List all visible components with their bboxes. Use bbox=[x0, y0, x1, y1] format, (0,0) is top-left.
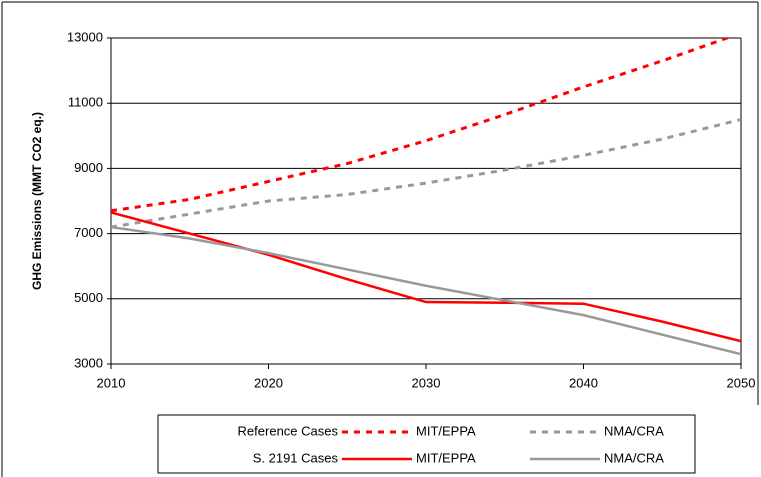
y-tick-label: 11000 bbox=[68, 95, 103, 110]
y-axis-label: GHG Emissions (MMT CO2 eq.) bbox=[30, 112, 44, 290]
x-tick-label: 2020 bbox=[254, 375, 283, 390]
legend-label: NMA/CRA bbox=[604, 450, 664, 465]
legend bbox=[157, 414, 696, 474]
x-tick-label: 2050 bbox=[727, 375, 756, 390]
series-line bbox=[111, 38, 732, 213]
legend-label: NMA/CRA bbox=[604, 423, 664, 438]
y-tick-label: 3000 bbox=[74, 355, 103, 370]
legend-group-label: S. 2191 Cases bbox=[253, 450, 339, 465]
x-tick-label: 2010 bbox=[97, 375, 126, 390]
y-tick-label: 13000 bbox=[67, 29, 103, 44]
legend-label: MIT/EPPA bbox=[416, 423, 476, 438]
y-tick-label: 5000 bbox=[74, 290, 103, 305]
x-tick-label: 2040 bbox=[569, 375, 598, 390]
legend-label: MIT/EPPA bbox=[416, 450, 476, 465]
x-tick-label: 2030 bbox=[412, 375, 441, 390]
legend-group-label: Reference Cases bbox=[238, 423, 339, 438]
series-line bbox=[111, 211, 741, 343]
y-tick-label: 9000 bbox=[74, 160, 103, 175]
series-line bbox=[111, 118, 741, 229]
y-tick-label: 7000 bbox=[74, 225, 103, 240]
series-line bbox=[111, 225, 741, 356]
